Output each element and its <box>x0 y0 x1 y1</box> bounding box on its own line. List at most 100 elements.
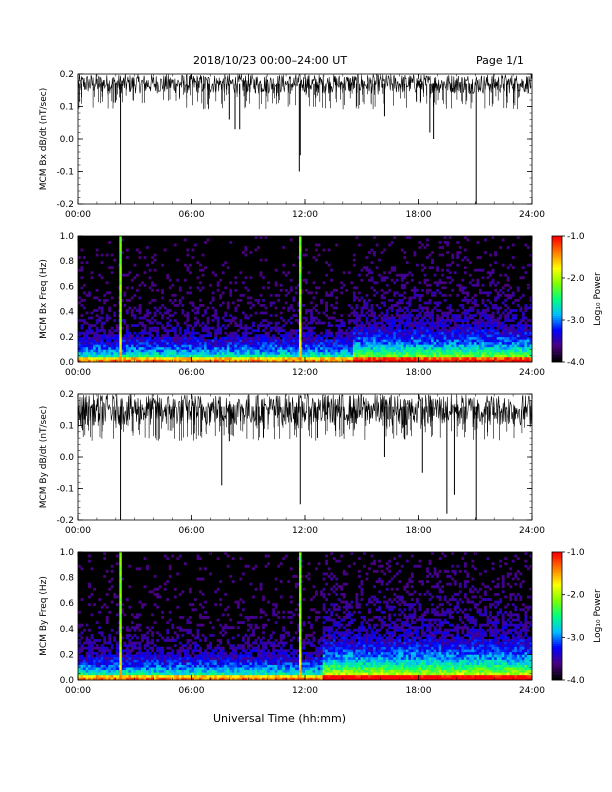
spectrogram-cell <box>466 341 470 345</box>
spectrogram-cell <box>468 299 472 302</box>
spectrogram-cell <box>491 346 495 350</box>
spectrogram-cell <box>88 628 91 632</box>
spectrogram-cell <box>373 288 376 292</box>
spectrogram-cell <box>201 321 205 325</box>
spectrogram-cell <box>120 636 124 640</box>
spectrogram-cell <box>360 354 364 358</box>
spectrogram-cell <box>466 331 470 335</box>
spectrogram-cell <box>388 319 392 322</box>
spectrogram-cell <box>130 339 134 343</box>
spectrogram-cell <box>93 336 96 340</box>
spectrogram-cell <box>473 283 477 287</box>
spectrogram-spike-column <box>299 251 302 254</box>
spectrogram-cell <box>166 329 170 333</box>
spectrogram-cell <box>352 326 356 330</box>
colorbar-segment <box>552 359 562 363</box>
spectrogram-cell <box>511 293 515 297</box>
spectrogram-cell <box>221 336 225 340</box>
spectrogram-cell <box>509 324 513 328</box>
spectrogram-cell <box>355 306 359 310</box>
spectrogram-cell <box>491 339 495 343</box>
spectrogram-cell <box>239 299 243 302</box>
spectrogram-cell <box>236 354 240 358</box>
spectrogram-cell <box>370 346 374 350</box>
spectrogram-cell <box>363 304 366 307</box>
spectrogram-spike-column <box>119 238 122 242</box>
spectrogram-cell <box>476 344 480 348</box>
spectrogram-cell <box>436 283 439 287</box>
spectrogram-cell <box>274 349 278 353</box>
spectrogram-cell <box>236 341 240 345</box>
spectrogram-cell <box>373 329 376 333</box>
spectrogram-cell <box>335 306 339 310</box>
spectrogram-cell <box>244 246 248 249</box>
spectrogram-cell <box>511 349 515 353</box>
spectrogram-cell <box>125 667 129 671</box>
spectrogram-cell <box>408 236 412 239</box>
spectrogram-cell <box>292 356 296 360</box>
spectrogram-cell <box>310 301 313 305</box>
spectrogram-cell <box>292 346 296 350</box>
spectrogram-cell <box>342 271 346 275</box>
spectrogram-cell <box>302 334 306 338</box>
spectrogram-cell <box>262 276 265 280</box>
spectrogram-cell <box>221 316 225 320</box>
spectrogram-cell <box>504 331 508 335</box>
spectrogram-cell <box>274 344 278 348</box>
spectrogram-spike-column <box>119 246 122 249</box>
spectrogram-cell <box>241 349 245 353</box>
spectrogram-spike-column <box>119 306 122 310</box>
spectrogram-cell <box>400 341 404 345</box>
x-tick-label: 00:00 <box>65 210 91 220</box>
spectrogram-cell <box>494 356 497 360</box>
spectrogram-cell <box>249 251 253 254</box>
spectrogram-cell <box>113 654 117 658</box>
spectrogram-cell <box>130 636 134 640</box>
spectrogram-cell <box>194 316 197 320</box>
spectrogram-cell <box>373 236 376 239</box>
spectrogram-cell <box>196 359 200 363</box>
spectrogram-spike-column <box>119 286 122 290</box>
spectrogram-cell <box>418 293 422 297</box>
spectrogram-cell <box>103 351 107 355</box>
spectrogram-cell <box>473 356 477 360</box>
spectrogram-cell <box>219 278 223 282</box>
spectrogram-cell <box>219 344 223 348</box>
spectrogram-cell <box>433 324 437 328</box>
spectrogram-cell <box>388 346 392 350</box>
spectrogram-cell <box>188 341 192 345</box>
spectrogram-cell <box>519 319 523 322</box>
spectrogram-cell <box>395 359 399 363</box>
spectrogram-cell <box>83 346 86 350</box>
spectrogram-cell <box>398 341 402 345</box>
spectrogram-cell <box>254 346 258 350</box>
spectrogram-cell <box>395 331 399 335</box>
spectrogram-cell <box>171 301 175 305</box>
spectrogram-cell <box>342 344 346 348</box>
spectrogram-cell <box>368 324 371 328</box>
spectrogram-cell <box>130 278 134 282</box>
spectrogram-cell <box>315 351 318 355</box>
spectrogram-cell <box>136 346 139 350</box>
spectrogram-cell <box>380 356 384 360</box>
spectrogram-cell <box>390 321 394 325</box>
colorbar-segment <box>552 296 562 300</box>
spectrogram-cell <box>413 344 417 348</box>
spectrogram-cell <box>315 336 318 340</box>
spectrogram-cell <box>108 633 112 637</box>
spectrogram-cell <box>486 306 490 310</box>
spectrogram-cell <box>143 316 147 320</box>
spectrogram-cell <box>526 306 530 310</box>
spectrogram-cell <box>357 334 361 338</box>
spectrogram-cell <box>221 354 225 358</box>
spectrogram-cell <box>476 341 480 345</box>
spectrogram-cell <box>297 301 301 305</box>
spectrogram-cell <box>458 344 462 348</box>
spectrogram-cell <box>292 339 296 343</box>
spectrogram-cell <box>287 349 291 353</box>
spectrogram-cell <box>509 359 513 363</box>
spectrogram-cell <box>80 656 84 660</box>
spectrogram-cell <box>315 334 318 338</box>
spectrogram-spike-column <box>299 248 302 252</box>
spectrogram-cell <box>156 309 160 312</box>
